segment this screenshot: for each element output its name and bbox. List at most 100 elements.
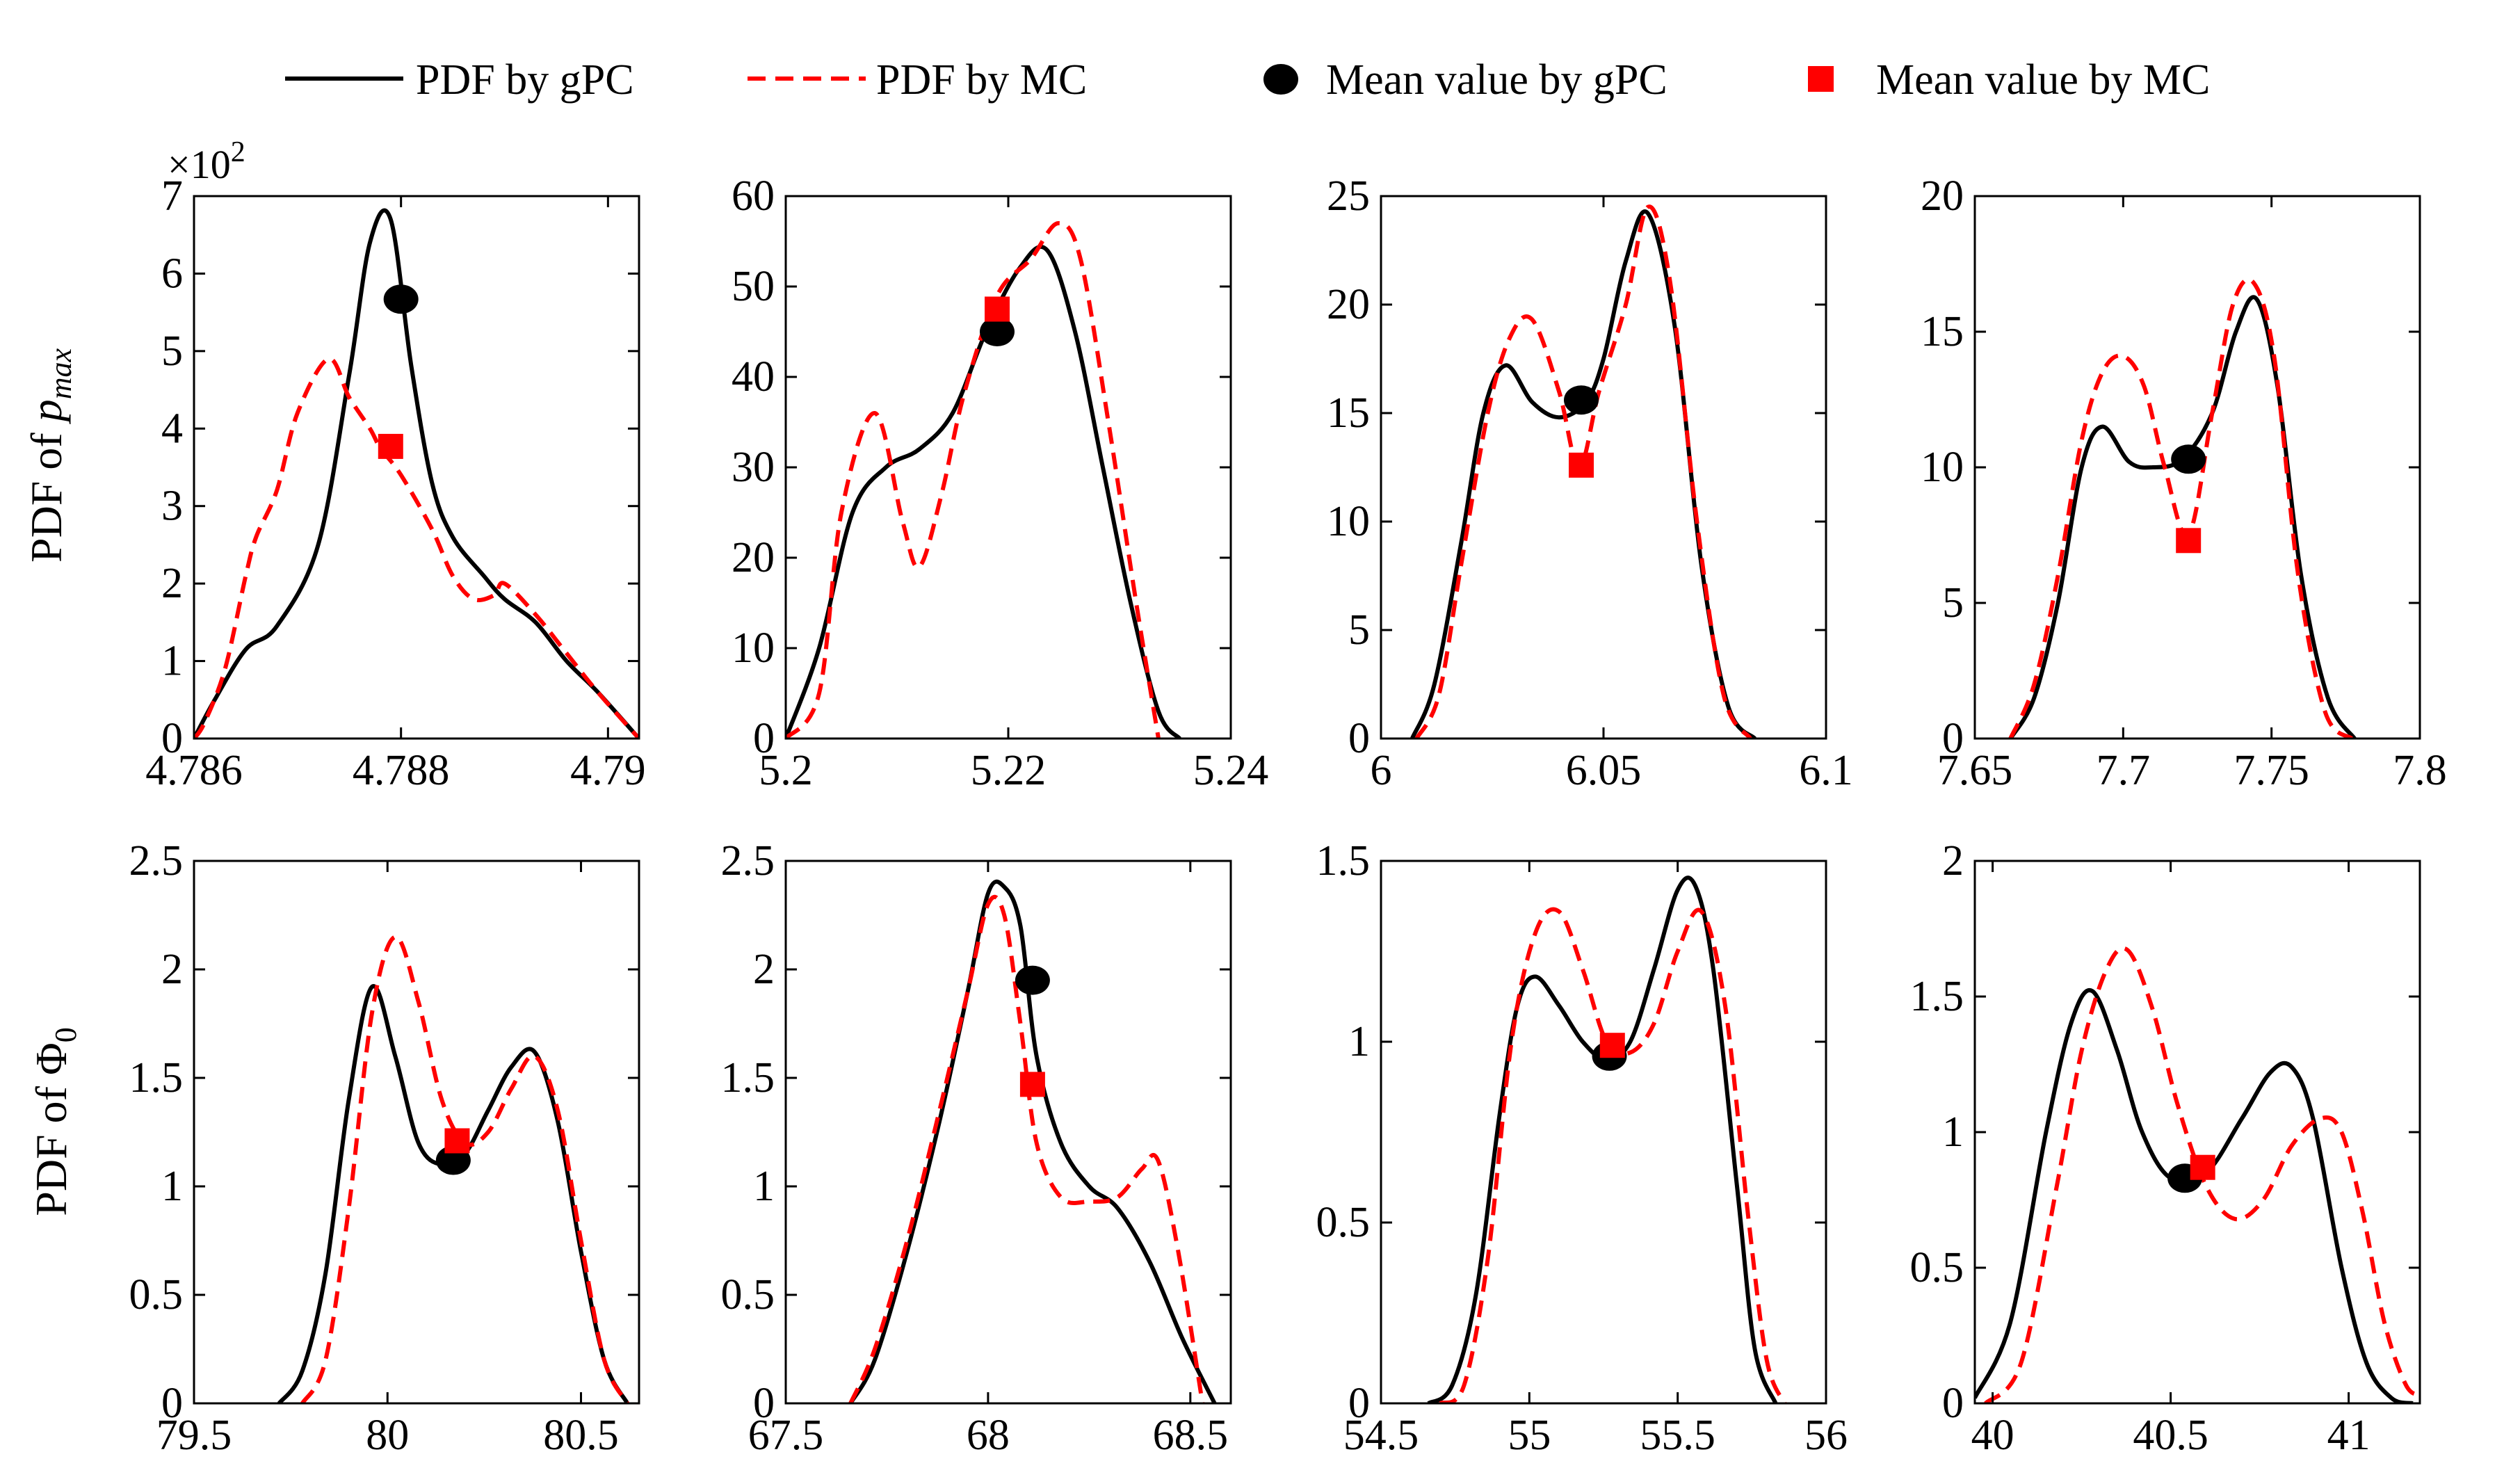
- plot-r2c2-gpc-pdf-line: [848, 879, 1217, 1403]
- legend-label-mc-pdf: PDF by MC: [876, 56, 1087, 104]
- plot-r2c4-xtick-label: 40.5: [2133, 1412, 2208, 1459]
- plot-r2c3-mc-mean-marker: [1599, 1033, 1625, 1058]
- plot-r2c1-xtick-label: 80.5: [543, 1412, 619, 1459]
- plot-r1c1-ytick-label: 7: [161, 172, 183, 220]
- plot-r1c2-curves: [786, 221, 1181, 739]
- plot-r2c4: 40 40.5 41 0 0.5 1 1.5 2: [1910, 837, 2421, 1459]
- plot-r1c1-y-exponent: ×102: [168, 136, 245, 187]
- plot-r1c1-gpc-mean-marker: [383, 284, 419, 314]
- legend-swatch-mc-mean: [1808, 66, 1834, 92]
- plot-r1c2-ytick-label: 0: [753, 715, 775, 762]
- legend-swatch-gpc-mean: [1263, 64, 1298, 95]
- plot-r1c2-mc-mean-marker: [985, 296, 1010, 322]
- legend-label-mc-mean: Mean value by MC: [1876, 56, 2210, 104]
- legend: PDF by gPC PDF by MC Mean value by gPC M…: [285, 56, 2210, 104]
- plot-r1c1-ytick-label: 2: [161, 560, 183, 607]
- plot-r1c4-mc-mean-marker: [2176, 528, 2202, 554]
- plot-r2c3-ytick-label: 0: [1348, 1380, 1370, 1427]
- plot-r1c3-mc-pdf-line: [1414, 204, 1752, 739]
- legend-label-gpc-pdf: PDF by gPC: [416, 56, 634, 104]
- row-label-top-symbol: p: [22, 399, 71, 424]
- row-label-top: PDF of pmax: [22, 348, 78, 563]
- legend-item-mc-mean: Mean value by MC: [1808, 56, 2210, 104]
- plot-r2c2-xtick-label: 68: [967, 1412, 1010, 1459]
- plot-r1c3: 6 6.05 6.1 0 5 10 15 20 25: [1327, 172, 1853, 794]
- plot-r2c2-mc-pdf-line: [848, 894, 1205, 1403]
- plot-r1c2-ytick-label: 40: [732, 353, 775, 401]
- legend-item-gpc-pdf: PDF by gPC: [285, 56, 634, 104]
- legend-label-gpc-mean: Mean value by gPC: [1326, 56, 1667, 104]
- legend-item-mc-pdf: PDF by MC: [748, 56, 1087, 104]
- plot-r2c2-ytick-label: 0.5: [721, 1271, 775, 1318]
- plot-r1c1-ytick-label: 0: [161, 715, 183, 762]
- svg-text:PDF of Φ0: PDF of Φ0: [26, 1027, 83, 1216]
- plot-r1c1-ytick-label: 6: [161, 250, 183, 297]
- plot-r1c2-gpc-pdf-line: [786, 244, 1181, 739]
- plot-r1c3-ytick-label: 5: [1348, 606, 1370, 654]
- plot-r1c2-xtick-label: 5.2: [759, 747, 813, 794]
- plot-r1c4-ytick-label: 15: [1921, 308, 1964, 355]
- plot-r2c2-ytick-label: 2.5: [721, 837, 775, 885]
- plot-r1c3-ytick-label: 10: [1327, 498, 1370, 545]
- plot-r2c4-xtick-label: 41: [2327, 1412, 2370, 1459]
- row-label-top-prefix: PDF of: [22, 421, 71, 563]
- plot-r1c3-mc-mean-marker: [1569, 452, 1594, 478]
- plot-r1c2: 5.2 5.22 5.24 0 10 20 30 40 50 60: [732, 172, 1268, 794]
- plot-r1c4-xtick-label: 7.65: [1937, 747, 2013, 794]
- plot-r2c3-axes-box: [1380, 860, 1827, 1405]
- plot-r2c1-mc-pdf-line: [300, 935, 629, 1403]
- plot-r1c4-ytick-label: 10: [1921, 444, 1964, 491]
- plot-r1c1-ytick-label: 4: [161, 405, 183, 452]
- plot-r1c1-gpc-pdf-line: [194, 208, 639, 739]
- plot-r2c4-ytick-label: 0.5: [1910, 1244, 1964, 1291]
- plot-r2c1-mc-mean-marker: [444, 1128, 470, 1154]
- row-label-bottom-symbol: Φ: [26, 1042, 76, 1075]
- plot-r2c2-axes-box: [784, 860, 1232, 1405]
- plot-r2c2: 67.5 68 68.5 0 0.5 1 1.5 2 2.5: [721, 837, 1232, 1459]
- plot-r2c2-gpc-mean-marker: [1015, 965, 1050, 995]
- plot-r1c3-curves: [1410, 204, 1756, 739]
- plot-r2c4-mc-mean-marker: [2190, 1154, 2215, 1180]
- plot-r2c3-ytick-label: 1: [1348, 1018, 1370, 1065]
- plot-r1c3-gpc-mean-marker: [1564, 385, 1599, 415]
- plot-r2c1-ytick-label: 2.5: [129, 837, 184, 885]
- plot-r2c1-ytick-label: 2: [161, 946, 183, 993]
- plot-r1c1-xtick-label: 4.786: [145, 747, 243, 794]
- plot-r1c2-gpc-mean-marker: [980, 317, 1015, 346]
- plot-r2c1-axes-box: [193, 860, 640, 1405]
- row-label-bottom: PDF of Φ0: [26, 1027, 83, 1216]
- plot-r1c3-xtick-label: 6.05: [1566, 747, 1642, 794]
- plot-r1c4-ytick-label: 20: [1921, 172, 1964, 220]
- plot-r2c1-xtick-label: 79.5: [156, 1412, 232, 1459]
- plot-r1c2-mc-pdf-line: [786, 221, 1161, 739]
- row-label-bottom-prefix: PDF of: [26, 1075, 76, 1216]
- plot-r2c2-ytick-label: 1: [753, 1163, 775, 1210]
- plot-r1c2-xtick-label: 5.24: [1193, 747, 1269, 794]
- plot-r2c3-ytick-label: 1.5: [1316, 837, 1371, 885]
- plot-r2c1: 79.5 80 80.5 0 0.5 1 1.5 2 2.5: [129, 837, 640, 1459]
- plot-r1c1-axes-box: [193, 195, 640, 740]
- plot-r1c3-xtick-label: 6.1: [1799, 747, 1853, 794]
- plot-r1c1-xtick-label: 4.79: [570, 747, 646, 794]
- plot-r1c4-gpc-mean-marker: [2171, 444, 2206, 474]
- plot-r2c2-mc-mean-marker: [1019, 1072, 1045, 1097]
- legend-item-gpc-mean: Mean value by gPC: [1263, 56, 1667, 104]
- plot-r2c2-ytick-label: 0: [753, 1380, 775, 1427]
- plot-r2c2-xtick-label: 68.5: [1153, 1412, 1229, 1459]
- plot-r1c2-ytick-label: 60: [732, 172, 775, 220]
- plot-r2c3-xtick-label: 55: [1508, 1412, 1551, 1459]
- plot-r1c3-ytick-label: 15: [1327, 389, 1370, 437]
- plot-r1c4-xtick-label: 7.7: [2097, 747, 2151, 794]
- plot-r2c4-ytick-label: 2: [1942, 837, 1964, 885]
- plot-r2c4-ytick-label: 1.5: [1910, 973, 1964, 1020]
- plot-r1c2-ytick-label: 10: [732, 624, 775, 672]
- plot-r2c2-xtick-label: 67.5: [748, 1412, 824, 1459]
- plot-r2c3-xtick-label: 55.5: [1640, 1412, 1715, 1459]
- row-label-bottom-subscript: 0: [49, 1027, 83, 1042]
- plot-r2c2-ytick-label: 2: [753, 946, 775, 993]
- plot-r2c1-ytick-label: 0.5: [129, 1271, 184, 1318]
- plot-r1c1: 4.786 4.788 4.79 0 1 2 3 4 5 6 7×102: [145, 136, 645, 794]
- plot-r2c3-ytick-label: 0.5: [1316, 1199, 1371, 1246]
